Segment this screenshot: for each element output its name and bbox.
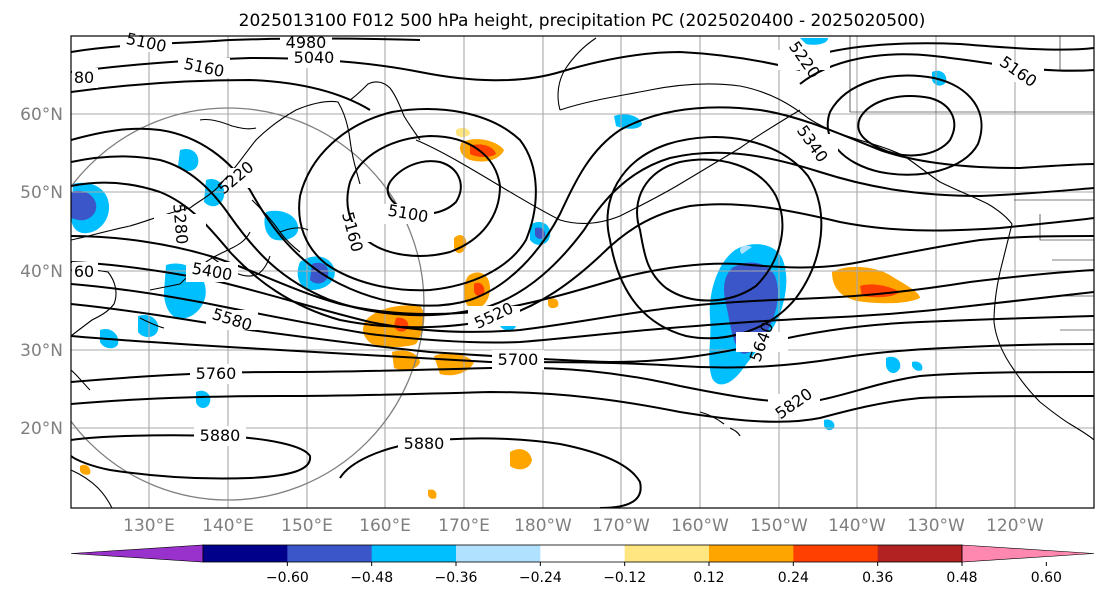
contour-label: 5700 [492,350,544,370]
svg-text:4980: 4980 [286,33,327,52]
contour-label: 5400 [186,259,238,284]
positive-anomaly-region [80,464,91,475]
colorbar-tick-label: 0.48 [946,570,977,586]
positive-anomaly-region [428,489,437,499]
colorbar-segment [456,545,541,562]
lat-label: 40°N [20,262,63,282]
contour-label: 5040 [288,48,340,68]
colorbar-segment [540,545,626,562]
lat-label: 20°N [20,419,63,439]
lat-label: 30°N [20,341,63,361]
negative-anomaly-region [800,38,828,45]
colorbar-frame [202,544,963,563]
lon-label: 150°W [750,516,808,536]
lon-label: 120°W [986,516,1044,536]
negative-anomaly-edge [740,245,752,254]
colorbar-segment [793,545,879,562]
negative-anomaly-region [886,356,901,374]
colorbar: −0.60 −0.48 −0.36 −0.24 −0.12 0.12 0.24 0.36 0.4… [70,544,1095,586]
contour-label: 5280 [154,203,206,245]
colorbar-tick-label: 0.12 [693,570,724,586]
negative-anomaly-region [196,390,211,408]
contour-label: 80 [72,68,98,88]
colorbar-segment [203,545,288,562]
lon-label: 170°W [592,516,650,536]
negative-anomaly-core [71,190,97,221]
svg-text:5880: 5880 [404,434,445,453]
svg-text:80: 80 [74,68,94,87]
lon-label: 140°E [202,516,254,536]
contour-label: 5760 [190,364,242,384]
lat-label: 50°N [20,183,63,203]
colorbar-tick-label: 0.24 [778,570,809,586]
lat-label: 60°N [20,105,63,125]
negative-anomaly-region [178,148,199,172]
lon-label: 180°W [514,516,572,536]
colorbar-tick-label: −0.36 [435,570,478,586]
contour-label: 5640 [736,319,788,364]
lon-label: 160°W [671,516,729,536]
lon-label: 150°E [281,516,333,536]
svg-text:5760: 5760 [196,364,237,383]
negative-anomaly-region [264,210,299,241]
colorbar-segment [624,545,710,562]
svg-text:5700: 5700 [498,350,539,369]
influence-circle [71,107,425,501]
height-contours [71,37,1094,508]
colorbar-segment [877,545,963,562]
negative-anomaly-region [824,419,835,431]
negative-anomaly-core [724,262,779,354]
lon-label: 140°W [828,516,886,536]
lon-label: 170°E [438,516,490,536]
lon-label: 160°E [359,516,411,536]
colorbar-extend-low [70,544,204,563]
colorbar-segment [371,545,457,562]
negative-anomaly-region [138,314,159,338]
map-title: 2025013100 F012 500 hPa height, precipit… [239,11,926,31]
positive-anomaly-core [474,282,485,297]
contour-labels: 5100 5160 4980 5040 5220 5160 5340 5280 … [72,29,1044,454]
colorbar-tick-label: −0.24 [519,570,562,586]
svg-text:5280: 5280 [169,203,191,245]
contour-label: 4980 [280,33,332,52]
lon-label: 130°W [907,516,965,536]
contour-label: 5880 [398,434,450,454]
colorbar-tick-label: 0.60 [1031,570,1062,586]
colorbar-tick-label: 0.36 [862,570,893,586]
colorbar-segment [287,545,373,562]
svg-text:5040: 5040 [294,48,335,67]
positive-anomaly-region [548,298,559,309]
contour-label: 5160 [178,54,230,81]
contour-label: 5580 [206,304,258,335]
map-frame [70,35,1095,509]
svg-text:5880: 5880 [200,426,241,445]
positive-anomaly-region [510,449,532,470]
colorbar-segment [709,545,794,562]
positive-anomaly-region [392,350,420,370]
positive-anomaly-edge [456,127,470,137]
colorbar-tick-label: −0.60 [266,570,309,586]
contour-label: 5880 [194,426,246,446]
latitude-labels: 60°N 50°N 40°N 30°N 20°N [20,105,63,439]
contour-label: 60 [72,262,98,282]
lon-label: 130°E [123,516,175,536]
colorbar-tick-label: −0.48 [350,570,393,586]
negative-anomaly-region [912,361,923,371]
longitude-labels: 130°E 140°E 150°E 160°E 170°E 180°W 170°… [123,516,1044,536]
svg-text:60: 60 [74,262,94,281]
colorbar-tick-label: −0.12 [603,570,646,586]
contour-label: 5100 [382,201,434,226]
colorbar-extend-high [961,544,1095,563]
